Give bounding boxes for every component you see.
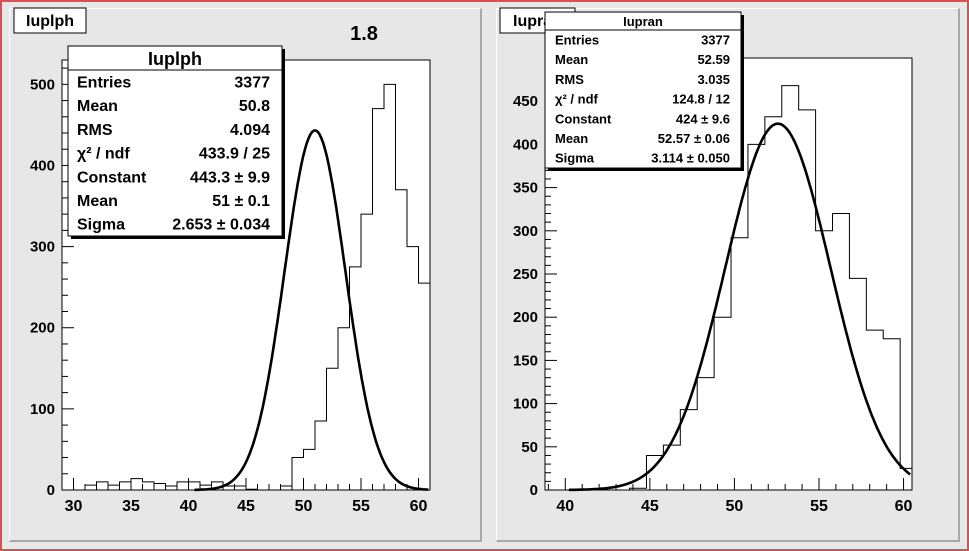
stats-box: [544, 11, 742, 169]
stats-title: Iupran: [623, 14, 663, 29]
stats-value: 52.57 ± 0.06: [658, 131, 730, 146]
stats-value: 3377: [234, 74, 270, 91]
stats-value: 424 ± 9.6: [676, 111, 730, 126]
stats-label: χ² / ndf: [555, 92, 599, 107]
histogram-outline: [545, 85, 912, 491]
y-tick-label: 200: [513, 309, 538, 326]
y-tick-label: 50: [521, 439, 538, 456]
x-tick-label: 40: [180, 498, 198, 515]
gaussian-fit-curve: [568, 122, 911, 492]
stats-value: 3.035: [697, 72, 730, 87]
y-tick-label: 150: [513, 352, 538, 369]
stats-label: Mean: [555, 131, 588, 146]
x-tick-label: 50: [295, 498, 313, 515]
stats-label: Mean: [555, 52, 588, 67]
stats-value: 50.8: [239, 98, 270, 115]
stats-label: Sigma: [77, 217, 125, 234]
x-tick-label: 55: [810, 498, 828, 515]
stats-label: Mean: [77, 193, 118, 210]
stats-value: 4.094: [230, 122, 270, 139]
stats-value: 433.9 / 25: [199, 146, 270, 163]
y-tick-label: 100: [513, 396, 538, 413]
y-tick-label: 400: [30, 157, 55, 174]
x-tick-label: 55: [352, 498, 370, 515]
x-tick-label: 60: [895, 498, 913, 515]
stats-label: RMS: [555, 72, 584, 87]
x-tick-label: 40: [556, 498, 574, 515]
stats-label: Mean: [77, 98, 118, 115]
stats-value: 2.653 ± 0.034: [172, 217, 270, 234]
y-tick-label: 400: [513, 136, 538, 153]
y-tick-label: 350: [513, 180, 538, 197]
name-tab: [13, 7, 87, 34]
y-tick-label: 300: [30, 239, 55, 256]
x-tick-label: 35: [122, 498, 140, 515]
y-tick-label: 100: [30, 401, 55, 418]
stats-label: Entries: [77, 74, 131, 91]
y-tick-label: 0: [47, 482, 55, 499]
stats-label: χ² / ndf: [77, 146, 130, 163]
stats-value: 443.3 ± 9.9: [190, 169, 270, 186]
stats-value: 3.114 ± 0.050: [651, 151, 730, 166]
y-tick-label: 200: [30, 320, 55, 337]
y-tick-label: 300: [513, 223, 538, 240]
x-tick-label: 30: [65, 498, 83, 515]
gaussian-fit-curve: [194, 129, 429, 492]
stats-value: 52.59: [697, 52, 730, 67]
stats-label: Entries: [555, 32, 599, 47]
stats-box: [67, 45, 283, 237]
y-tick-label: 450: [513, 93, 538, 110]
annotation-text: 1.8: [350, 23, 378, 45]
stats-label: Constant: [555, 111, 612, 126]
x-tick-label: 45: [641, 498, 659, 515]
name-tab-label: Iuplph: [26, 13, 74, 30]
stats-value: 51 ± 0.1: [212, 193, 270, 210]
y-tick-label: 500: [30, 76, 55, 93]
x-tick-label: 60: [410, 498, 428, 515]
stats-label: RMS: [77, 122, 113, 139]
stats-title: Iuplph: [148, 49, 202, 69]
y-tick-label: 0: [530, 482, 538, 499]
stats-label: Constant: [77, 169, 147, 186]
x-tick-label: 45: [237, 498, 255, 515]
stats-value: 124.8 / 12: [672, 92, 730, 107]
stats-label: Sigma: [555, 151, 595, 166]
y-tick-label: 250: [513, 266, 538, 283]
stats-value: 3377: [701, 32, 730, 47]
x-tick-label: 50: [726, 498, 744, 515]
